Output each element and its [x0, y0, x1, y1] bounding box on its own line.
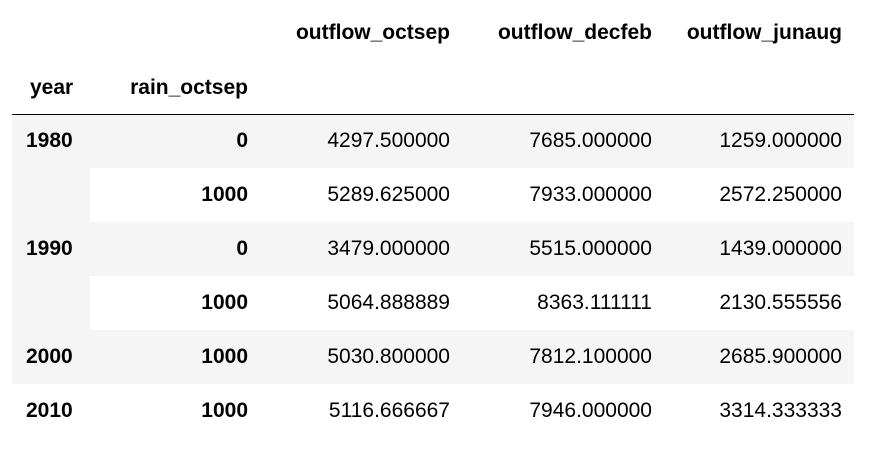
value-cell: 8363.111111 — [537, 291, 652, 314]
index-year-cell — [12, 276, 90, 330]
empty-header-cell — [450, 62, 652, 115]
value-cell: 5515.000000 — [450, 222, 652, 276]
value-cell: 5064.888889 — [327, 291, 450, 314]
index-header-rain-octsep: rain_octsep — [90, 62, 248, 115]
value-cell: 3479.000000 — [248, 222, 450, 276]
index-rain-cell: 1000 — [201, 183, 248, 206]
index-rain-cell: 1000 — [90, 330, 248, 384]
table-header: outflow_octsep outflow_decfeb outflow_ju… — [12, 0, 854, 115]
empty-header-cell — [652, 62, 854, 115]
index-rain-cell: 0 — [90, 114, 248, 168]
table-row: 1000 5289.625000 7933.000000 2572.250000 — [12, 168, 854, 222]
value-cell: 2572.250000 — [719, 183, 842, 206]
index-rain-cell: 1000 — [201, 291, 248, 314]
value-cell: 7685.000000 — [450, 114, 652, 168]
value-cell: 1259.000000 — [652, 114, 854, 168]
column-header-outflow-junaug: outflow_junaug — [686, 21, 842, 44]
table-row: 1000 5064.888889 8363.111111 2130.555556 — [12, 276, 854, 330]
dataframe-output: outflow_octsep outflow_decfeb outflow_ju… — [12, 0, 854, 438]
value-cell: 2130.555556 — [719, 291, 842, 314]
index-rain-cell: 1000 — [201, 399, 248, 422]
table-row: 2000 1000 5030.800000 7812.100000 2685.9… — [12, 330, 854, 384]
value-cell: 4297.500000 — [248, 114, 450, 168]
table-body: 1980 0 4297.500000 7685.000000 1259.0000… — [12, 114, 854, 438]
table-row: 2010 1000 5116.666667 7946.000000 3314.3… — [12, 384, 854, 438]
column-header-outflow-decfeb: outflow_decfeb — [497, 21, 652, 44]
value-cell: 3314.333333 — [719, 399, 842, 422]
value-cell: 1439.000000 — [652, 222, 854, 276]
dataframe-table: outflow_octsep outflow_decfeb outflow_ju… — [12, 0, 854, 438]
value-cell: 5030.800000 — [248, 330, 450, 384]
index-year-cell: 2000 — [12, 330, 90, 384]
index-year-cell — [12, 168, 90, 222]
value-cell: 2685.900000 — [652, 330, 854, 384]
index-year-cell: 1980 — [12, 114, 90, 168]
index-header-row: year rain_octsep — [12, 62, 854, 115]
value-cell: 7946.000000 — [529, 399, 652, 422]
value-cell: 7812.100000 — [450, 330, 652, 384]
index-year-cell: 2010 — [12, 384, 90, 438]
table-row: 1990 0 3479.000000 5515.000000 1439.0000… — [12, 222, 854, 276]
value-cell: 5289.625000 — [327, 183, 450, 206]
table-row: 1980 0 4297.500000 7685.000000 1259.0000… — [12, 114, 854, 168]
empty-header-cell — [248, 62, 450, 115]
index-rain-cell: 0 — [90, 222, 248, 276]
value-cell: 7933.000000 — [529, 183, 652, 206]
index-header-year: year — [12, 62, 90, 115]
column-header-row: outflow_octsep outflow_decfeb outflow_ju… — [12, 0, 854, 62]
empty-header-cell — [12, 0, 90, 62]
value-cell: 5116.666667 — [328, 399, 450, 422]
index-year-cell: 1990 — [12, 222, 90, 276]
column-header-outflow-octsep: outflow_octsep — [295, 21, 450, 44]
empty-header-cell — [90, 0, 248, 62]
